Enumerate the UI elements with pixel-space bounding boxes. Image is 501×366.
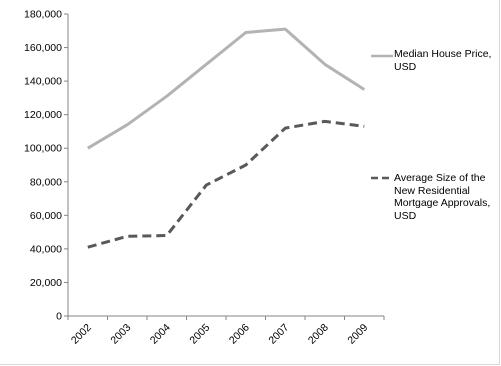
y-tick-label: 40,000 <box>30 243 62 255</box>
y-tick-label: 140,000 <box>24 76 62 88</box>
series-line-average-mortgage-size <box>87 119 365 249</box>
y-tick-label: 0 <box>56 311 62 323</box>
x-tick-label: 2004 <box>148 322 173 347</box>
x-tick-label: 2002 <box>69 322 94 347</box>
legend-label-line: Median House Price, <box>394 48 492 60</box>
y-tick-label: 180,000 <box>24 9 62 21</box>
x-tick-label: 2007 <box>266 322 291 347</box>
legend-label-line: USD <box>394 209 417 222</box>
legend-swatch-median-house-price <box>371 54 393 58</box>
y-tick-label: 120,000 <box>24 109 62 121</box>
legend-label-average-mortgage-size: Average Size of the New Residential Mort… <box>394 172 501 222</box>
y-axis-ticks: 0 20,000 40,000 60,000 80,000 100,000 120,000 1… <box>24 9 68 323</box>
y-tick-label: 80,000 <box>30 176 62 188</box>
chart-axes <box>67 14 384 317</box>
legend-swatch-average-mortgage-size <box>371 176 393 180</box>
x-tick-label: 2005 <box>187 322 212 347</box>
legend-label-line: USD <box>394 60 417 73</box>
series-line-median-house-price <box>87 27 366 150</box>
y-tick-label: 100,000 <box>24 143 62 155</box>
x-axis-ticks: 2002 2003 2004 2005 2006 2007 2008 2009 <box>67 316 385 347</box>
legend-label-median-house-price: Median House Price, USD <box>394 48 501 73</box>
legend-label-line: New Residential <box>394 184 470 197</box>
x-tick-label: 2009 <box>345 322 370 347</box>
x-tick-label: 2006 <box>227 322 252 347</box>
chart-series <box>87 27 366 249</box>
x-tick-label: 2008 <box>306 322 331 347</box>
y-tick-label: 160,000 <box>24 42 62 54</box>
y-tick-label: 20,000 <box>30 277 62 289</box>
legend-label-line: Average Size of the <box>394 172 486 184</box>
x-tick-label: 2003 <box>108 322 133 347</box>
y-tick-label: 60,000 <box>30 210 62 222</box>
legend-label-line: Mortgage Approvals, <box>394 197 491 209</box>
